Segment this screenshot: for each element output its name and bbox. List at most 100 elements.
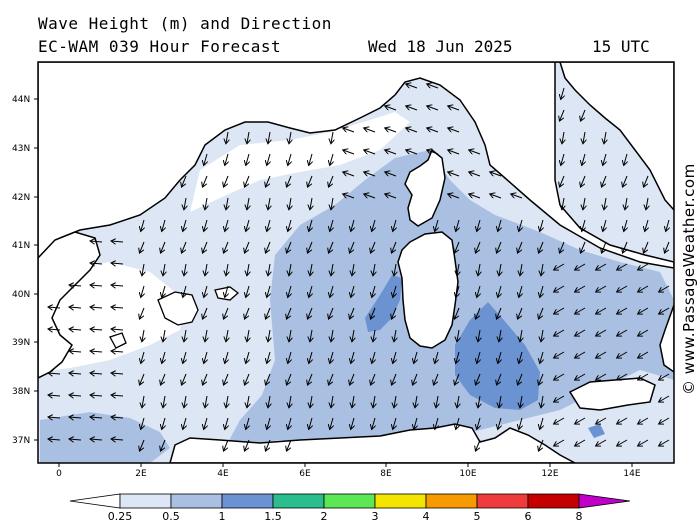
arrow-icon: [267, 285, 270, 298]
arrow-icon: [540, 285, 543, 298]
arrow-icon: [596, 329, 607, 336]
arrow-icon: [393, 351, 396, 364]
arrow-icon: [455, 373, 460, 385]
arrow-icon: [427, 150, 439, 155]
arrow-icon: [499, 329, 501, 342]
arrow-icon: [48, 329, 61, 330]
lat-label: 44N: [12, 95, 30, 105]
arrow-icon: [476, 373, 481, 385]
land-ibiza: [109, 332, 127, 349]
arrow-icon: [205, 395, 207, 408]
arrow-icon: [162, 219, 165, 232]
arrow-icon: [111, 263, 124, 264]
arrow-icon: [498, 219, 501, 232]
arrow-icon: [90, 417, 103, 418]
arrow-icon: [267, 417, 270, 430]
legend-swatch: [221, 493, 274, 509]
arrow-icon: [364, 172, 376, 177]
arrow-icon: [575, 329, 586, 336]
arrow-icon: [330, 417, 333, 430]
arrow-icon: [665, 241, 670, 253]
arrow-icon: [645, 219, 648, 232]
arrow-icon: [161, 241, 166, 253]
arrow-icon: [575, 373, 586, 380]
arrow-icon: [638, 439, 649, 446]
arrow-icon: [205, 263, 207, 276]
arrow-icon: [90, 329, 103, 330]
arrow-icon: [330, 219, 333, 232]
arrow-icon: [287, 241, 292, 253]
arrow-icon: [518, 241, 523, 253]
legend-label: 0.5: [162, 510, 180, 523]
arrow-icon: [456, 219, 459, 232]
arrow-icon: [310, 395, 312, 408]
arrow-icon: [638, 285, 649, 292]
arrow-icon: [554, 373, 565, 380]
arrow-icon: [184, 197, 186, 210]
arrow-icon: [141, 219, 144, 232]
arrow-icon: [343, 150, 355, 155]
land-sardinia: [397, 231, 459, 349]
arrow-icon: [581, 241, 586, 253]
arrow-icon: [617, 263, 628, 270]
arrow-icon: [267, 219, 270, 232]
arrow-icon: [457, 395, 459, 408]
arrow-icon: [204, 285, 207, 298]
arrow-icon: [247, 131, 249, 144]
arrow-icon: [329, 241, 334, 253]
arrow-icon: [310, 197, 312, 210]
arrow-icon: [477, 417, 480, 430]
arrow-icon: [184, 263, 186, 276]
arrow-icon: [90, 285, 103, 286]
arrow-icon: [183, 219, 186, 232]
lon-label: 2E: [135, 469, 147, 479]
arrow-icon: [659, 395, 670, 402]
arrow-icon: [554, 351, 565, 358]
arrow-icon: [111, 395, 124, 396]
arrow-icon: [518, 307, 523, 319]
arrow-icon: [203, 241, 208, 253]
arrow-icon: [142, 395, 144, 408]
arrow-icon: [90, 241, 103, 242]
arrow-icon: [183, 417, 186, 430]
arrow-icon: [596, 285, 607, 292]
arrow-icon: [329, 307, 334, 319]
arrow-icon: [394, 329, 396, 342]
arrow-icon: [644, 241, 649, 253]
legend-label: 5: [474, 510, 481, 523]
legend-swatch: [170, 493, 223, 509]
arrow-icon: [69, 395, 82, 396]
arrow-icon: [394, 263, 396, 276]
arrow-icon: [69, 417, 82, 418]
arrow-icon: [520, 263, 522, 276]
arrow-icon: [469, 150, 481, 155]
forecast-time: 15 UTC: [592, 37, 650, 56]
arrow-icon: [427, 106, 439, 111]
arrow-icon: [596, 351, 607, 358]
arrow-icon: [659, 285, 670, 292]
arrow-icon: [373, 329, 375, 342]
arrow-icon: [245, 307, 250, 319]
lon-label: 4E: [217, 469, 229, 479]
arrow-icon: [246, 153, 249, 166]
arrow-icon: [364, 150, 376, 155]
arrow-icon: [583, 131, 585, 144]
arrow-icon: [48, 417, 61, 418]
arrow-icon: [596, 439, 607, 446]
arrow-icon: [638, 373, 649, 380]
arrow-icon: [308, 307, 313, 319]
legend-swatch: [272, 493, 325, 509]
arrow-icon: [519, 351, 522, 364]
arrow-icon: [246, 351, 249, 364]
arrow-icon: [561, 153, 564, 166]
arrow-icon: [226, 197, 228, 210]
legend-label: 2: [321, 510, 328, 523]
arrow-icon: [625, 197, 627, 210]
calm-zone-balearic: [40, 262, 185, 372]
arrow-icon: [617, 351, 628, 358]
arrow-icon: [518, 373, 523, 385]
arrow-icon: [478, 395, 480, 408]
legend-label: 8: [576, 510, 583, 523]
arrow-icon: [48, 307, 61, 308]
